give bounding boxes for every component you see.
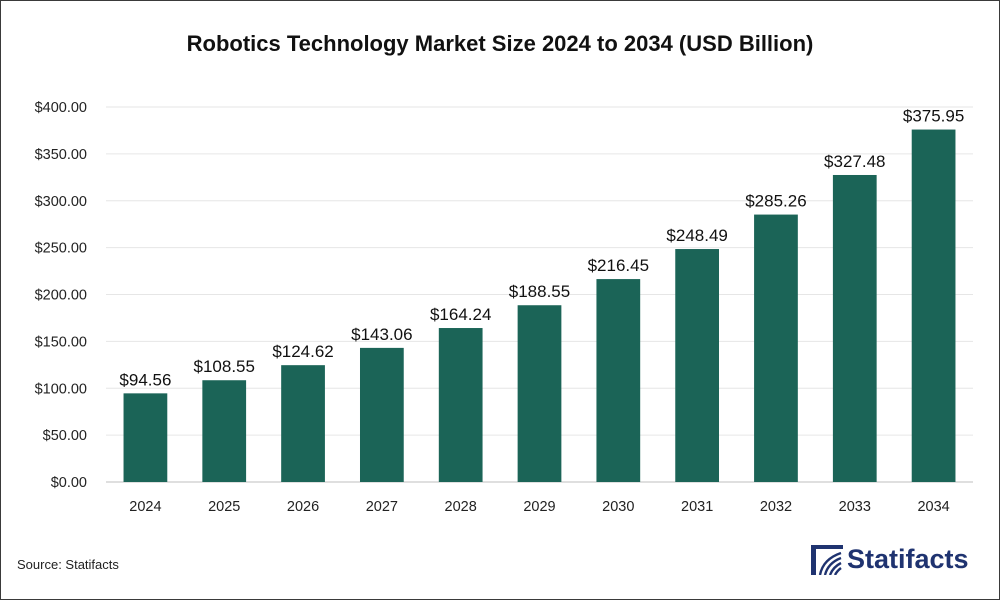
x-tick-label: 2031 (681, 499, 713, 515)
y-axis-tick-labels: $0.00 $50.00 $100.00 $150.00 $200.00 $250.00 $… (35, 100, 87, 491)
x-tick-label: 2024 (129, 499, 161, 515)
bar-value-label: $143.06 (351, 325, 412, 344)
bar (202, 380, 247, 482)
bar-value-label: $164.24 (430, 305, 491, 324)
bar (438, 328, 483, 482)
bar-value-label: $124.62 (272, 342, 333, 361)
bar (754, 214, 798, 482)
bar (359, 347, 404, 482)
bar-value-label: $375.95 (903, 107, 964, 126)
y-tick-label: $350.00 (35, 147, 87, 163)
y-tick-label: $300.00 (35, 194, 87, 210)
bar (596, 279, 641, 482)
bar-value-label: $188.55 (509, 282, 570, 301)
y-tick-label: $150.00 (35, 334, 87, 350)
x-tick-label: 2030 (602, 499, 634, 515)
bar-value-label: $108.55 (194, 357, 255, 376)
x-tick-label: 2027 (366, 499, 398, 515)
statifacts-logo-icon (811, 545, 843, 575)
bar (123, 393, 168, 482)
chart-title: Robotics Technology Market Size 2024 to … (186, 31, 814, 56)
y-tick-label: $100.00 (35, 381, 87, 397)
statifacts-logo-text: Statifacts (847, 544, 969, 574)
x-axis-tick-labels: 2024 2025 2026 2027 2028 2029 2030 2031 2032 2033… (129, 499, 949, 515)
bar-value-label: $94.56 (119, 370, 171, 389)
x-tick-label: 2034 (917, 499, 949, 515)
bar-value-label: $248.49 (666, 226, 727, 245)
y-tick-label: $400.00 (35, 100, 87, 116)
x-tick-label: 2032 (760, 499, 792, 515)
statifacts-logo: Statifacts (811, 542, 991, 578)
bar-value-labels: $94.56 $108.55 $124.62 $143.06 $164.24 $188.5… (119, 107, 964, 390)
bar-value-label: $285.26 (745, 192, 806, 211)
bar (281, 365, 325, 482)
bar-value-label: $327.48 (824, 152, 885, 171)
y-tick-label: $50.00 (43, 428, 87, 444)
bar-value-label: $216.45 (588, 256, 649, 275)
y-tick-label: $250.00 (35, 241, 87, 257)
y-tick-label: $200.00 (35, 288, 87, 304)
x-tick-label: 2026 (287, 499, 319, 515)
bars (123, 129, 956, 483)
x-tick-label: 2028 (445, 499, 477, 515)
y-tick-label: $0.00 (51, 475, 87, 491)
x-tick-label: 2033 (839, 499, 871, 515)
source-note: Source: Statifacts (17, 557, 119, 572)
bar (517, 305, 562, 482)
bar (911, 129, 956, 482)
bar (832, 174, 877, 483)
x-tick-label: 2025 (208, 499, 240, 515)
bar (675, 249, 720, 482)
x-tick-label: 2029 (523, 499, 555, 515)
